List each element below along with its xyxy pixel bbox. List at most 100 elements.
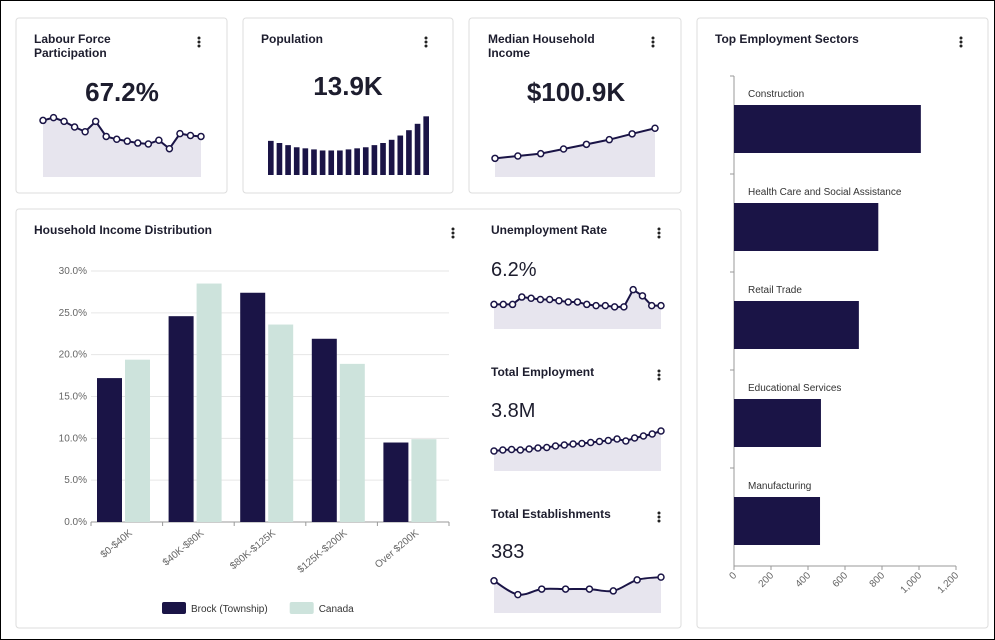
bar [125, 359, 150, 522]
y-tick-label: 5.0% [64, 475, 87, 486]
point [605, 135, 614, 144]
point [629, 285, 637, 294]
point [639, 432, 648, 440]
legend-swatch [289, 602, 314, 614]
category-label: Construction [748, 89, 804, 100]
bar [734, 497, 821, 545]
point [91, 117, 100, 126]
point [514, 152, 522, 160]
point [491, 154, 499, 163]
bar [734, 105, 921, 153]
kpi: 3.8M [491, 400, 536, 422]
category-label: Educational Services [748, 383, 841, 394]
bar [293, 147, 300, 175]
point [555, 296, 563, 305]
bar [328, 150, 335, 175]
menu-dot [657, 231, 661, 235]
point [610, 303, 619, 311]
bar [196, 283, 222, 522]
menu-dot [651, 40, 655, 44]
point [527, 294, 535, 303]
card-title: Total Employment [491, 365, 595, 379]
menu-dot [657, 235, 661, 239]
point [628, 130, 636, 138]
menu-dot [651, 44, 655, 48]
point [648, 430, 656, 438]
point [657, 427, 665, 435]
point [613, 435, 621, 443]
bar [268, 140, 274, 175]
menu-dot [651, 36, 655, 40]
bar [414, 123, 421, 175]
point [518, 293, 526, 301]
point [508, 300, 517, 309]
kpi: 67.2% [85, 77, 159, 107]
y-tick-label: 0.0% [64, 517, 87, 528]
point [564, 298, 572, 306]
bar [380, 143, 386, 175]
menu-dot [657, 511, 661, 515]
y-tick-label: 30.0% [59, 266, 87, 277]
category-label: Manufacturing [748, 481, 811, 492]
menu-dot [959, 36, 963, 40]
bar [362, 147, 369, 175]
menu-dot [424, 36, 428, 40]
bar [337, 150, 343, 175]
point [585, 585, 594, 593]
menu-dot [424, 40, 428, 44]
point [633, 576, 641, 584]
bar [276, 143, 283, 175]
point [651, 124, 659, 132]
point [186, 131, 195, 140]
y-tick-label: 10.0% [59, 433, 87, 444]
bar [371, 145, 378, 175]
card-title: Population [261, 32, 323, 46]
point [81, 127, 89, 136]
point [123, 137, 132, 145]
point [70, 123, 79, 131]
point [534, 444, 542, 452]
point [197, 132, 205, 141]
category-label: Retail Trade [748, 285, 802, 296]
kpi: 13.9K [313, 71, 383, 101]
point [490, 300, 498, 309]
legend-swatch [162, 602, 186, 614]
point [622, 437, 630, 445]
point [536, 149, 545, 158]
point [490, 447, 498, 455]
legend-label: Canada [319, 604, 354, 615]
point [60, 117, 68, 126]
point [536, 295, 545, 304]
point [499, 300, 508, 309]
bar [97, 378, 122, 522]
point [542, 443, 551, 452]
card-title: Median Household Income [488, 32, 595, 60]
point [583, 300, 591, 309]
bar [734, 203, 879, 251]
bar [734, 301, 859, 349]
point [490, 577, 498, 585]
bar [285, 145, 291, 175]
point [176, 129, 184, 138]
point [165, 144, 174, 153]
menu-dot [959, 44, 963, 48]
point [573, 298, 582, 306]
menu-dot [197, 44, 201, 48]
card-title: Total Establishments [491, 507, 611, 521]
point [620, 303, 628, 311]
bar [311, 338, 337, 522]
bar [311, 149, 317, 175]
point [559, 145, 568, 153]
bar [345, 149, 352, 175]
menu-dot [657, 369, 661, 373]
menu-dot [451, 235, 455, 239]
point [604, 436, 613, 445]
point [545, 295, 554, 304]
bar [423, 116, 429, 175]
point [537, 585, 546, 593]
point [134, 139, 142, 147]
point [647, 301, 656, 310]
point [514, 590, 522, 599]
legend-label: Brock (Township) [191, 604, 268, 615]
